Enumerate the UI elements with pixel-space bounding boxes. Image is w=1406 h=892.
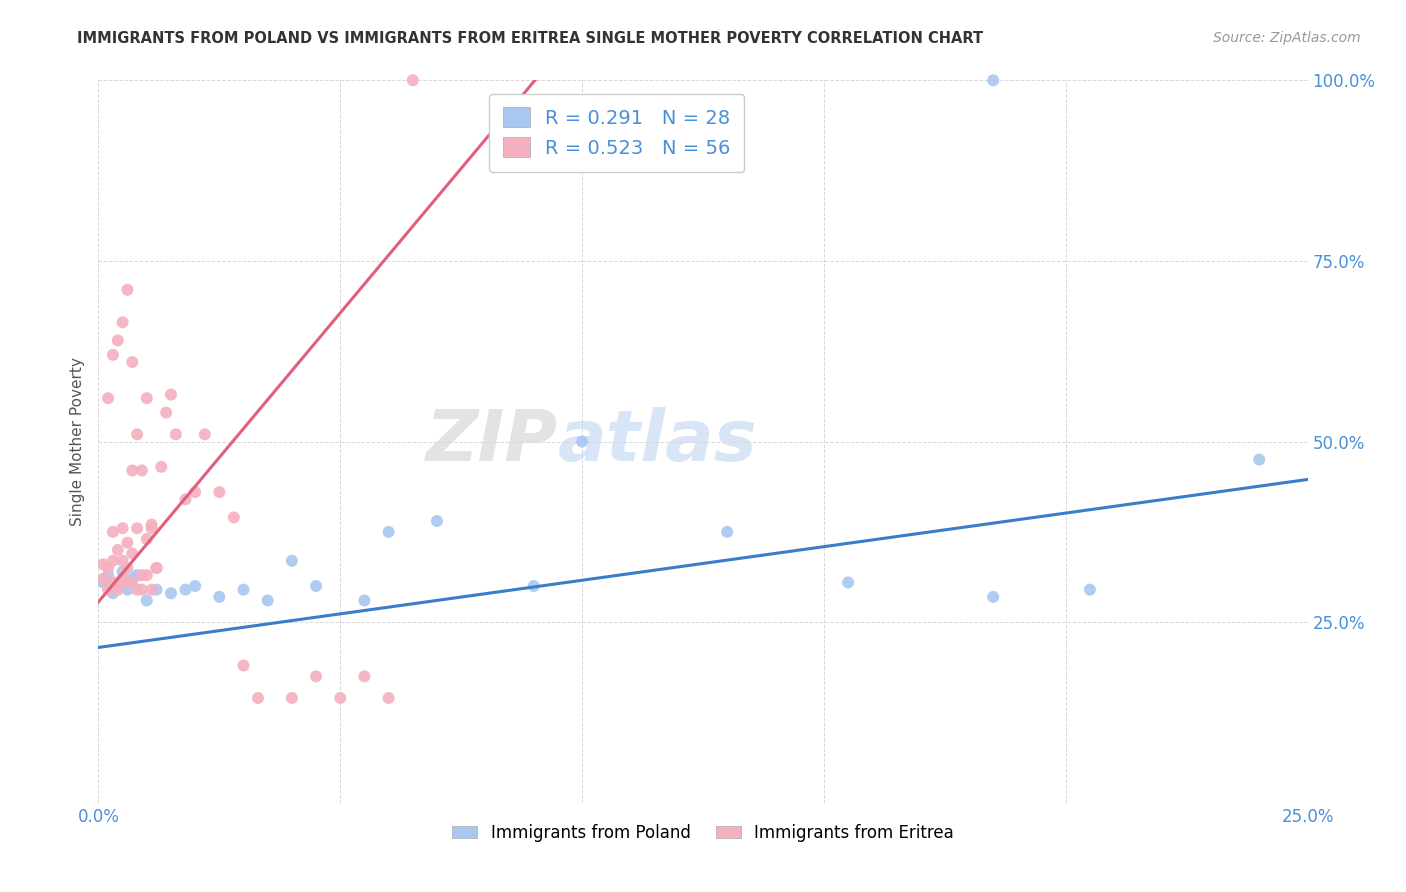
Point [523, 579, 546, 593]
Point [101, 575, 124, 590]
Point [107, 579, 129, 593]
Point [97, 561, 120, 575]
Point [208, 485, 231, 500]
Point [107, 582, 129, 597]
Point [150, 459, 173, 474]
Point [141, 521, 163, 535]
Text: Source: ZipAtlas.com: Source: ZipAtlas.com [1213, 31, 1361, 45]
Point [107, 334, 129, 348]
Point [160, 387, 183, 401]
Point [305, 579, 328, 593]
Point [141, 582, 163, 597]
Point [353, 669, 375, 683]
Point [121, 463, 143, 477]
Point [127, 568, 149, 582]
Point [141, 517, 163, 532]
Point [155, 406, 177, 420]
Point [91, 575, 114, 590]
Point [107, 575, 129, 590]
Point [101, 524, 124, 539]
Point [281, 554, 304, 568]
Point [194, 427, 217, 442]
Point [981, 73, 1004, 87]
Legend: Immigrants from Poland, Immigrants from Eritrea: Immigrants from Poland, Immigrants from … [446, 817, 960, 848]
Point [135, 532, 157, 546]
Point [232, 658, 254, 673]
Y-axis label: Single Mother Poverty: Single Mother Poverty [70, 357, 86, 526]
Point [184, 485, 207, 500]
Point [101, 554, 124, 568]
Point [97, 391, 120, 405]
Point [222, 510, 245, 524]
Point [117, 561, 139, 575]
Text: IMMIGRANTS FROM POLAND VS IMMIGRANTS FROM ERITREA SINGLE MOTHER POVERTY CORRELAT: IMMIGRANTS FROM POLAND VS IMMIGRANTS FRO… [77, 31, 983, 46]
Point [160, 586, 183, 600]
Point [127, 582, 149, 597]
Point [111, 565, 134, 579]
Point [91, 558, 114, 572]
Point [145, 561, 167, 575]
Point [281, 691, 304, 706]
Point [135, 593, 157, 607]
Point [117, 582, 139, 597]
Point [1078, 582, 1101, 597]
Point [121, 575, 143, 590]
Point [107, 542, 129, 557]
Point [111, 572, 134, 586]
Point [111, 554, 134, 568]
Point [121, 547, 143, 561]
Point [131, 582, 153, 597]
Point [571, 434, 593, 449]
Point [377, 524, 399, 539]
Point [329, 691, 352, 706]
Point [305, 669, 328, 683]
Point [247, 691, 270, 706]
Point [117, 575, 139, 590]
Point [117, 535, 139, 549]
Point [716, 524, 738, 539]
Point [145, 582, 167, 597]
Point [135, 391, 157, 405]
Point [377, 691, 399, 706]
Text: ZIP: ZIP [426, 407, 558, 476]
Point [127, 521, 149, 535]
Point [117, 283, 139, 297]
Point [145, 561, 167, 575]
Point [135, 568, 157, 582]
Point [121, 572, 143, 586]
Point [91, 572, 114, 586]
Point [97, 582, 120, 597]
Point [111, 315, 134, 329]
Point [97, 568, 120, 582]
Point [127, 427, 149, 442]
Point [184, 579, 207, 593]
Point [174, 582, 197, 597]
Point [426, 514, 449, 528]
Point [131, 568, 153, 582]
Point [981, 590, 1004, 604]
Point [353, 593, 375, 607]
Point [101, 348, 124, 362]
Point [256, 593, 278, 607]
Point [837, 575, 859, 590]
Point [111, 521, 134, 535]
Point [165, 427, 187, 442]
Point [232, 582, 254, 597]
Point [208, 590, 231, 604]
Text: atlas: atlas [558, 407, 758, 476]
Point [131, 463, 153, 477]
Point [1249, 452, 1271, 467]
Point [121, 355, 143, 369]
Point [402, 73, 425, 87]
Point [101, 586, 124, 600]
Point [174, 492, 197, 507]
